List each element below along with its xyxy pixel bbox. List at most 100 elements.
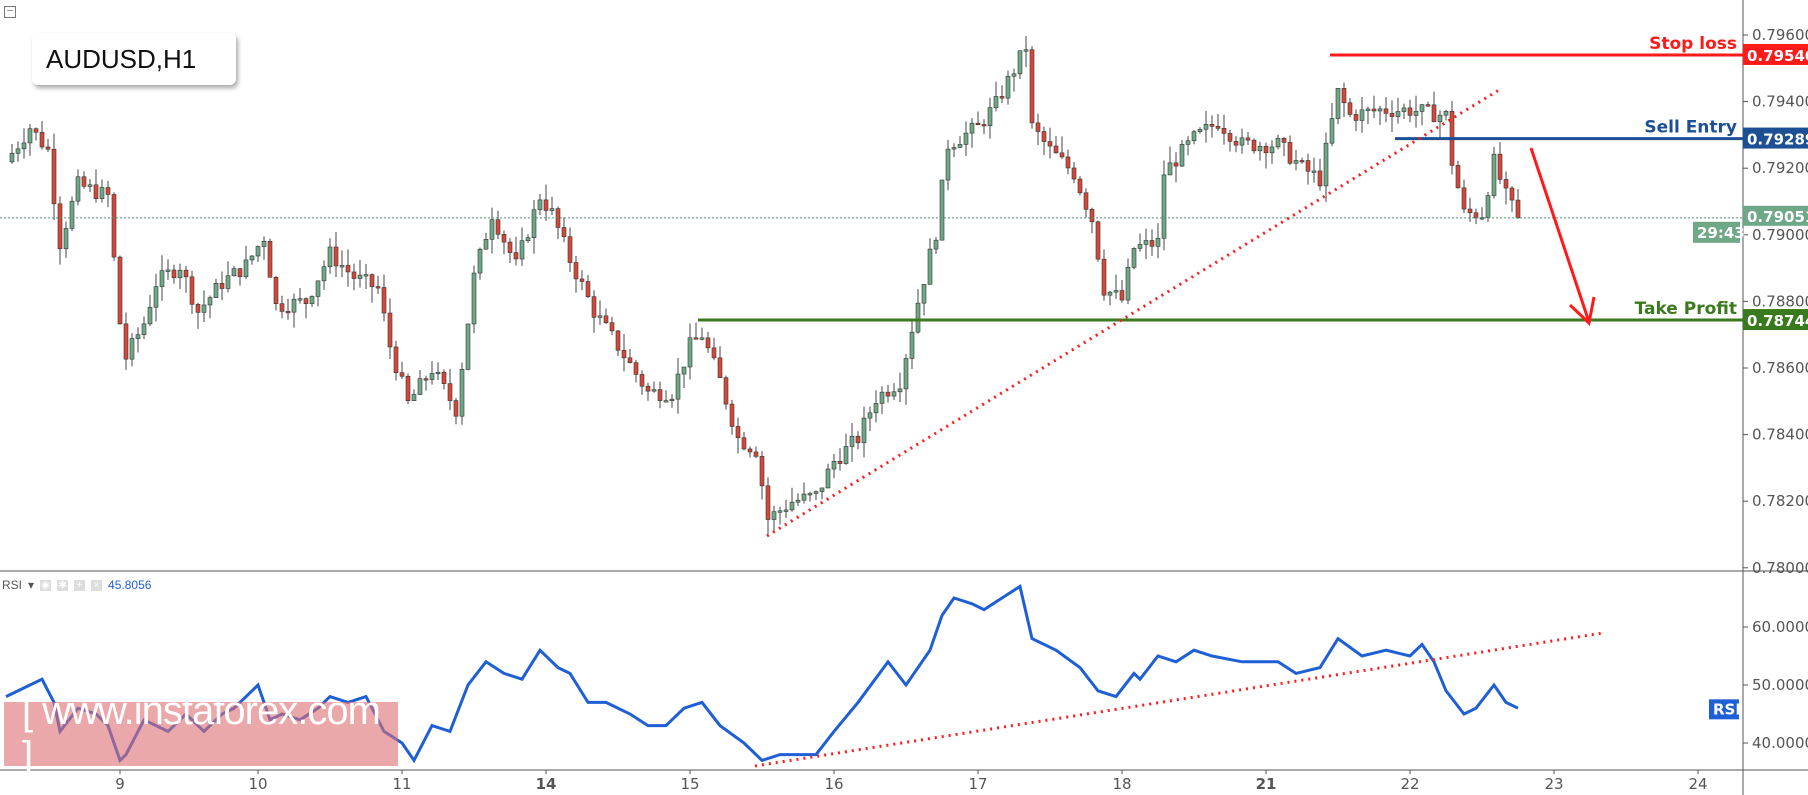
bull-candle — [1443, 111, 1449, 116]
dropdown-icon[interactable]: ▾ — [28, 578, 35, 592]
bull-candle — [489, 219, 495, 240]
bear-candle — [1251, 139, 1257, 152]
rsi-tag: RSI — [1713, 700, 1741, 718]
bear-candle — [1215, 126, 1221, 129]
watermark: [ www.instaforex.com ] — [4, 689, 398, 778]
bear-candle — [561, 227, 567, 237]
bear-candle — [1245, 137, 1251, 141]
bear-candle — [579, 278, 585, 282]
bull-candle — [1437, 114, 1443, 123]
y-tick-label: 0.79200 — [1752, 159, 1808, 177]
bear-candle — [441, 371, 447, 384]
bull-candle — [1257, 145, 1263, 152]
bear-candle — [1383, 108, 1389, 114]
bear-candle — [111, 194, 117, 258]
bear-candle — [591, 296, 597, 318]
bear-candle — [399, 372, 405, 377]
bear-candle — [1305, 160, 1311, 172]
bear-candle — [1317, 170, 1323, 187]
x-tick-label: 15 — [680, 775, 699, 793]
y-tick-label: 0.79000 — [1752, 226, 1808, 244]
symbol-label: AUDUSD,H1 — [32, 33, 236, 85]
bull-candle — [1365, 108, 1371, 111]
bull-candle — [819, 487, 825, 492]
bear-candle — [453, 400, 459, 417]
bear-candle — [1209, 124, 1215, 127]
y-tick-label: 0.78800 — [1752, 292, 1808, 310]
bear-candle — [303, 298, 309, 305]
bear-candle — [1515, 199, 1521, 219]
bear-candle — [273, 277, 279, 304]
bull-candle — [843, 446, 849, 464]
bull-candle — [1107, 291, 1113, 296]
take-profit-price-tag — [1743, 309, 1808, 331]
bull-candle — [771, 511, 777, 520]
bull-candle — [63, 228, 69, 250]
bear-candle — [57, 203, 63, 250]
close-icon[interactable]: × — [91, 579, 103, 591]
bear-candle — [1029, 49, 1035, 124]
bull-candle — [957, 144, 963, 148]
bear-candle — [1371, 108, 1377, 112]
bull-candle — [879, 391, 885, 404]
settings-icon[interactable]: ✱ — [57, 579, 69, 591]
bear-candle — [33, 128, 39, 133]
add-icon[interactable]: + — [74, 579, 86, 591]
bull-candle — [1401, 107, 1407, 112]
bull-candle — [519, 240, 525, 260]
bull-candle — [165, 269, 171, 272]
bear-candle — [1425, 104, 1431, 107]
bull-candle — [915, 302, 921, 333]
x-tick-label: 16 — [824, 775, 843, 793]
bull-candle — [321, 266, 327, 282]
bear-candle — [1431, 104, 1437, 123]
bear-candle — [81, 176, 87, 187]
bull-candle — [327, 246, 333, 267]
bull-candle — [897, 388, 903, 393]
bear-candle — [609, 322, 615, 332]
bull-candle — [1005, 75, 1011, 99]
bear-candle — [369, 274, 375, 287]
bear-candle — [693, 337, 699, 340]
bear-candle — [657, 389, 663, 401]
bear-candle — [711, 347, 717, 359]
bull-candle — [1335, 88, 1341, 119]
visibility-icon[interactable]: ◉ — [40, 579, 52, 591]
current-price: 0.79051 — [1747, 208, 1808, 226]
bear-candle — [1149, 240, 1155, 247]
bear-candle — [633, 362, 639, 375]
minimize-icon[interactable]: – — [4, 6, 16, 18]
rsi-legend: RSI ▾ ◉ ✱ + × 45.8056 — [2, 578, 151, 592]
bull-candle — [1413, 111, 1419, 116]
y-tick-label: 0.78400 — [1752, 426, 1808, 444]
bear-candle — [567, 236, 573, 263]
rsi-trendline — [754, 631, 1604, 768]
bear-candle — [507, 241, 513, 253]
bear-candle — [1053, 145, 1059, 154]
bear-candle — [573, 262, 579, 280]
y-tick-label: 0.78000 — [1752, 559, 1808, 577]
bear-candle — [621, 349, 627, 359]
bull-candle — [459, 369, 465, 417]
bear-candle — [729, 403, 735, 427]
bull-candle — [933, 239, 939, 250]
bull-candle — [75, 176, 81, 202]
bear-candle — [747, 448, 753, 453]
bear-candle — [741, 437, 747, 450]
bull-candle — [465, 323, 471, 370]
bull-candle — [231, 268, 237, 277]
bull-candle — [411, 394, 417, 401]
bull-candle — [1161, 174, 1167, 239]
bear-candle — [975, 122, 981, 126]
bull-candle — [297, 298, 303, 301]
bull-candle — [675, 373, 681, 400]
bear-candle — [513, 252, 519, 260]
bear-candle — [1119, 290, 1125, 301]
bull-candle — [99, 187, 105, 199]
bull-candle — [531, 209, 537, 238]
rsi-name[interactable]: RSI — [2, 578, 23, 592]
bull-candle — [1323, 142, 1329, 187]
bear-candle — [1221, 128, 1227, 134]
